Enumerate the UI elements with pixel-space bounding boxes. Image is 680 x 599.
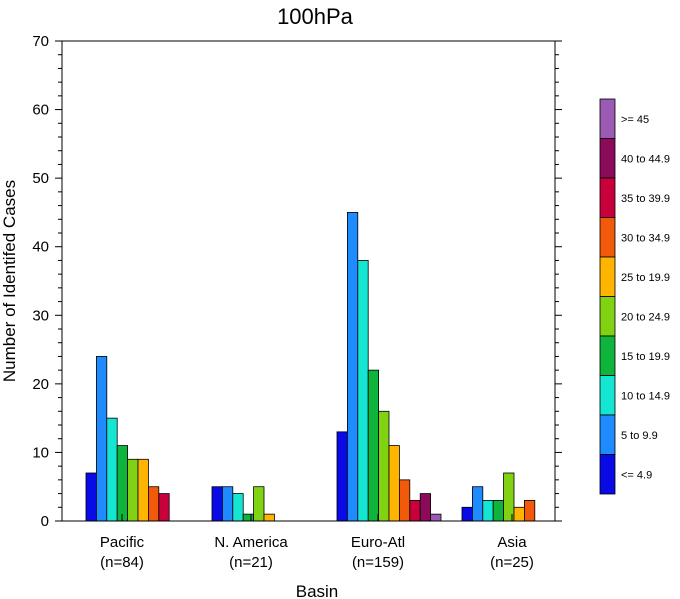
y-tick-label: 60	[32, 102, 49, 119]
tick-marks	[55, 40, 562, 522]
bar	[137, 458, 149, 522]
legend-label: 25 to 19.9	[621, 272, 670, 284]
category-name: Asia	[497, 534, 527, 551]
legend-label: 20 to 24.9	[621, 311, 670, 323]
legend-swatch	[599, 217, 616, 258]
legend-swatch	[599, 335, 616, 376]
y-tick-label: 20	[32, 376, 49, 393]
bar	[513, 506, 525, 522]
bar	[367, 369, 380, 522]
legend-swatch	[599, 296, 616, 337]
y-tick-label: 70	[32, 33, 49, 50]
bar	[147, 486, 160, 522]
category-count: (n=25)	[490, 554, 534, 571]
bar	[336, 431, 348, 522]
legend-label: 10 to 14.9	[621, 390, 670, 402]
category-labels: Pacific (n=84) N. America (n=21) Euro-Atl (n=…	[100, 534, 534, 571]
bar	[471, 486, 484, 522]
bar	[524, 500, 536, 522]
category-name: Euro-Atl	[351, 534, 405, 551]
legend-label: 15 to 19.9	[621, 351, 670, 363]
bar	[357, 260, 369, 522]
legend-label: 35 to 39.9	[621, 193, 670, 205]
legend-swatch	[599, 138, 616, 179]
y-tick-label: 50	[32, 170, 49, 187]
legend-swatch	[599, 256, 616, 297]
legend-swatch	[599, 414, 616, 455]
bar	[221, 486, 234, 522]
bar	[398, 479, 411, 522]
bar	[430, 513, 442, 522]
x-axis-label: Basin	[296, 582, 339, 599]
bar	[409, 500, 421, 522]
bar	[378, 410, 390, 522]
y-axis-label: Number of Identifed Cases	[0, 180, 19, 382]
y-tick-label: 40	[32, 239, 49, 256]
plot-frame	[61, 40, 556, 522]
category-count: (n=84)	[100, 554, 144, 571]
legend-swatch	[599, 98, 616, 139]
chart-title: 100hPa	[277, 4, 354, 29]
bar	[388, 445, 400, 522]
bar	[346, 212, 359, 522]
bar	[116, 445, 128, 522]
category-name: N. America	[214, 534, 288, 551]
y-tick-label: 30	[32, 307, 49, 324]
legend: >= 45 40 to 44.9 35 to 39.9 30 to 34.9 25 to…	[599, 98, 670, 495]
y-tick-labels: 0 10 20 30 40 50 60 70	[32, 33, 49, 530]
y-tick-label: 0	[41, 513, 49, 530]
bar	[461, 506, 473, 522]
legend-swatch	[599, 454, 616, 495]
legend-label: <= 4.9	[621, 469, 652, 481]
legend-label: 30 to 34.9	[621, 232, 670, 244]
bar	[419, 493, 432, 522]
category-count: (n=159)	[352, 554, 404, 571]
bar	[106, 417, 118, 522]
legend-label: 40 to 44.9	[621, 153, 670, 165]
category-name: Pacific	[100, 534, 145, 551]
bar	[263, 513, 275, 522]
legend-label: 5 to 9.9	[621, 430, 658, 442]
bar	[503, 472, 515, 522]
bar	[85, 472, 97, 522]
bar	[482, 500, 494, 522]
bar	[96, 356, 108, 522]
legend-label: >= 45	[621, 114, 649, 126]
bar	[492, 500, 505, 522]
bar	[253, 486, 265, 522]
y-tick-label: 10	[32, 444, 49, 461]
legend-swatch	[599, 177, 616, 218]
bars-group	[85, 212, 536, 522]
bar	[158, 493, 170, 522]
category-count: (n=21)	[229, 554, 273, 571]
bar	[232, 493, 244, 522]
bar	[127, 458, 139, 522]
bar	[242, 513, 254, 522]
bar	[211, 486, 223, 522]
legend-swatch	[599, 375, 616, 416]
